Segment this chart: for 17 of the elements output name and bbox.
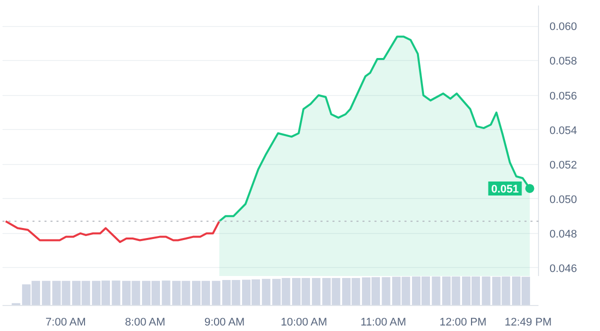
y-tick-label: 0.052 (550, 159, 578, 172)
x-tick-label: 8:00 AM (124, 316, 166, 328)
y-tick-label: 0.048 (550, 228, 578, 240)
y-tick-label: 0.050 (550, 194, 578, 206)
x-tick-label: 10:00 AM (280, 316, 328, 328)
y-tick-label: 0.054 (550, 124, 578, 137)
line-series (4, 220, 220, 243)
x-tick-label: 12:49 PM (504, 316, 552, 328)
y-tick-label: 0.046 (550, 262, 578, 275)
x-tick-label: 9:00 AM (204, 316, 245, 328)
x-tick-label: 7:00 AM (46, 316, 86, 328)
x-tick-label: 11:00 AM (360, 316, 406, 328)
y-tick-label: 0.056 (550, 90, 578, 102)
annotation: 0.051 (491, 183, 519, 196)
x-tick-label: 12:00 PM (440, 316, 487, 328)
y-tick-label: 0.058 (550, 56, 578, 68)
y-tick-label: 0.060 (550, 21, 578, 34)
